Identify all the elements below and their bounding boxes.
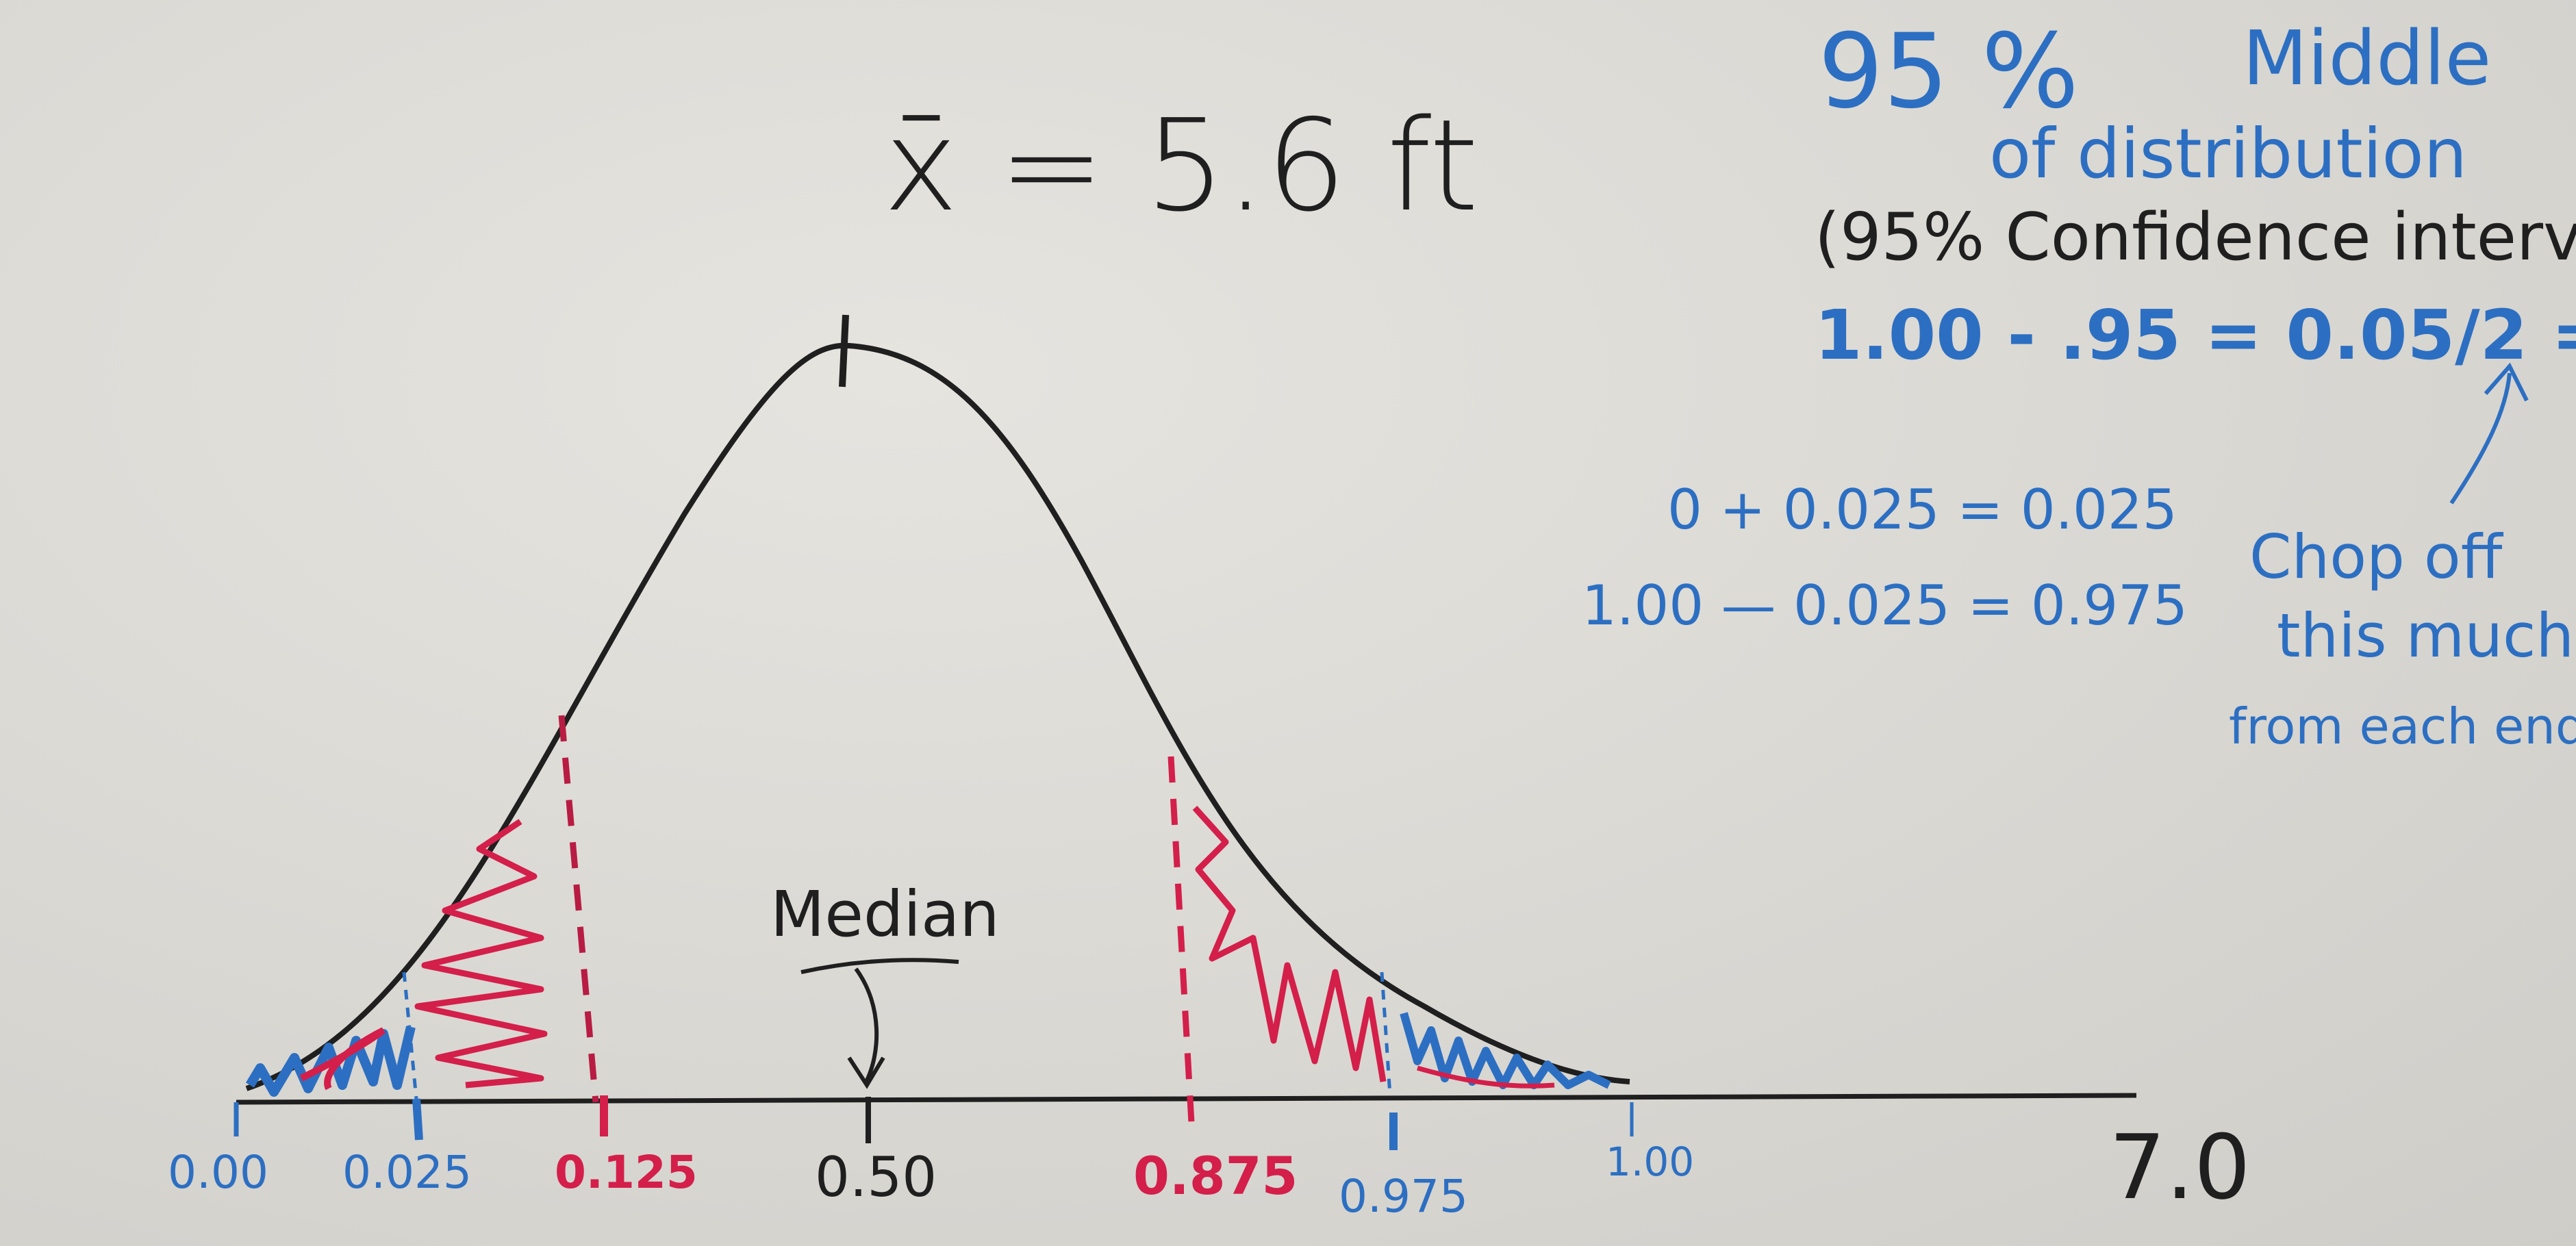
axis-label-7: 7.0 [2109,1115,2251,1219]
mean-tick [839,314,849,387]
of-distribution-note: of distribution [1989,114,2468,194]
axis-label-0875: 0.875 [1133,1145,1298,1206]
upper-bound-equation: 1.00 — 0.025 = 0.975 [1582,574,2188,637]
confidence-interval-note: (95% Confidence interval) [1815,200,2576,275]
dashed-line-0125 [558,715,599,1103]
dashed-line-0025 [402,971,418,1099]
mean-equation: x̄ = 5.6 ft [883,92,1479,240]
axis-label-000: 0.00 [168,1146,268,1199]
axis-label-0975: 0.975 [1339,1170,1468,1223]
lower-bound-equation: 0 + 0.025 = 0.025 [1667,478,2177,542]
axis-label-050: 0.50 [815,1145,937,1209]
axis-label-100: 1.00 [1606,1139,1695,1185]
middle-note: Middle [2243,14,2492,102]
dashed-line-0975 [1380,971,1392,1096]
percent-note: 95 % [1818,12,2080,131]
chop-note-line1: Chop off [2249,522,2503,592]
right-tail-red-scribble [1417,1065,1555,1089]
x-axis-line [236,1093,2137,1105]
tick-0025 [412,1098,423,1141]
chop-note-line2: this much [2277,600,2575,671]
median-label: Median [770,878,1000,951]
median-arrow-icon [847,967,885,1089]
calculation-note: 1.00 - .95 = 0.05/2 = 0.025 [1815,295,2576,375]
right-tail-blue-shading [1400,1012,1611,1089]
curved-arrow-icon [2449,362,2529,505]
axis-label-0025: 0.025 [342,1146,472,1199]
dashed-line-0875 [1167,756,1195,1123]
chop-note-line3: from each end [2229,698,2576,755]
left-red-zigzag [414,819,548,1089]
left-tail-red-scribble [299,1027,386,1091]
median-underline [800,958,959,974]
axis-label-0125: 0.125 [555,1146,698,1199]
right-red-zigzag [1192,805,1387,1082]
bell-curve [245,342,1630,1091]
